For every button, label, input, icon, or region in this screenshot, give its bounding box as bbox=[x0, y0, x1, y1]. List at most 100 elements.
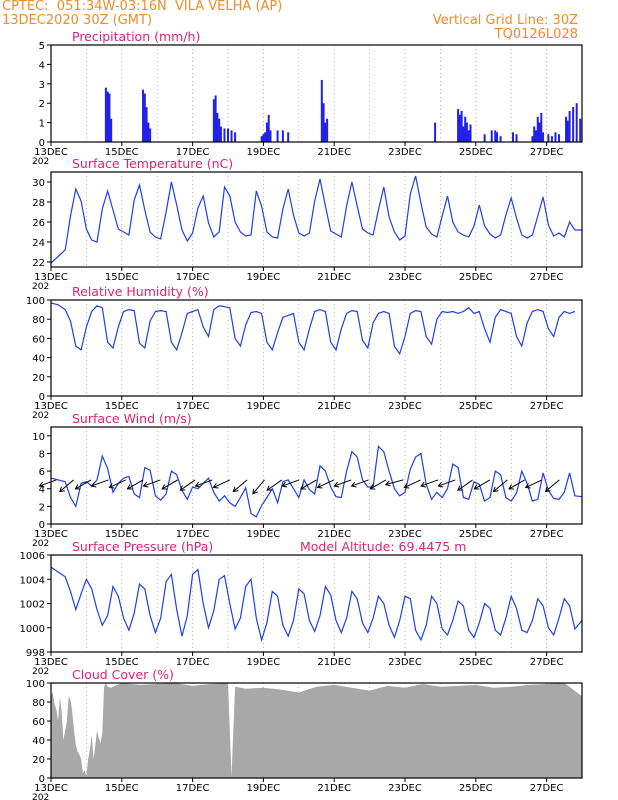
wind-arrow-shaft bbox=[213, 479, 230, 488]
y-tick-label: 2 bbox=[39, 99, 45, 110]
wind-arrow-shaft bbox=[233, 479, 248, 492]
wind-arrow-head bbox=[350, 481, 357, 488]
y-tick-label: 4 bbox=[39, 60, 45, 71]
x-tick-label: 27DEC bbox=[530, 657, 564, 668]
panel-frame bbox=[50, 44, 583, 143]
x-tick-label: 17DEC bbox=[176, 272, 210, 283]
x-tick-label: 21DEC bbox=[317, 272, 351, 283]
precip-bar bbox=[149, 128, 152, 142]
panel-frame bbox=[50, 299, 583, 397]
x-tick-label: 25DEC bbox=[459, 783, 493, 794]
x-tick-label: 23DEC bbox=[388, 272, 422, 283]
precip-bar bbox=[260, 136, 263, 142]
wind-arrow-shaft bbox=[420, 479, 439, 487]
precip-bar bbox=[276, 130, 279, 142]
precip-bar bbox=[234, 132, 237, 142]
series-line bbox=[50, 302, 576, 356]
x-tick-label: 23DEC bbox=[388, 147, 422, 158]
precip-bar bbox=[494, 130, 497, 142]
x-tick-label: 19DEC bbox=[247, 529, 281, 540]
y-tick-label: 80 bbox=[32, 698, 45, 709]
x-tick-label: 13DEC bbox=[34, 272, 68, 283]
y-tick-label: 60 bbox=[32, 717, 45, 728]
y-tick-label: 0 bbox=[39, 520, 45, 531]
wind-arrow-shaft bbox=[351, 479, 369, 487]
y-tick-label: 10 bbox=[32, 432, 45, 443]
wind-arrow-head bbox=[316, 483, 323, 489]
precip-bar bbox=[262, 134, 265, 142]
x-tick-label: 21DEC bbox=[317, 783, 351, 794]
precip-bar bbox=[434, 122, 437, 142]
precip-bar bbox=[579, 118, 582, 142]
precip-bar bbox=[467, 130, 470, 142]
series-line bbox=[50, 175, 582, 264]
x-tick-label: 15DEC bbox=[105, 529, 139, 540]
wind-arrow-head bbox=[74, 484, 81, 490]
wind-arrow-shaft bbox=[252, 479, 265, 495]
wind-arrow-shaft bbox=[75, 479, 92, 490]
wind-arrow-head bbox=[281, 481, 288, 488]
year-stub: 202 bbox=[32, 667, 49, 677]
wind-arrow-head bbox=[437, 481, 444, 488]
x-tick-label: 17DEC bbox=[176, 529, 210, 540]
year-stub: 202 bbox=[32, 793, 49, 800]
precip-bar bbox=[469, 124, 472, 142]
precip-bar bbox=[320, 79, 323, 142]
x-tick-label: 15DEC bbox=[105, 401, 139, 412]
x-tick-label: 25DEC bbox=[459, 272, 493, 283]
precip-bar bbox=[534, 130, 537, 142]
x-tick-label: 27DEC bbox=[530, 147, 564, 158]
wind-arrow-shaft bbox=[525, 479, 543, 488]
precip-bar bbox=[572, 107, 575, 142]
y-tick-label: 100 bbox=[26, 679, 45, 690]
wind-arrow-head bbox=[508, 484, 515, 490]
x-tick-label: 21DEC bbox=[317, 657, 351, 668]
wind-arrow-head bbox=[492, 486, 499, 493]
x-tick-label: 27DEC bbox=[530, 529, 564, 540]
year-stub: 202 bbox=[32, 282, 49, 292]
precip-bar bbox=[106, 91, 109, 142]
y-tick-label: 998 bbox=[26, 648, 45, 659]
precip-bar bbox=[533, 126, 536, 142]
y-tick-label: 80 bbox=[32, 315, 45, 326]
wind-arrow-shaft bbox=[195, 479, 213, 487]
precip-bar bbox=[538, 122, 541, 142]
precip-bar bbox=[550, 136, 553, 142]
y-tick-label: 4 bbox=[39, 485, 45, 496]
precip-bar bbox=[554, 132, 557, 142]
precip-bar bbox=[458, 114, 461, 142]
wind-arrow-head bbox=[544, 486, 551, 493]
x-tick-label: 17DEC bbox=[176, 401, 210, 412]
wind-arrow-shaft bbox=[282, 479, 300, 487]
wind-arrow-head bbox=[473, 484, 480, 490]
wind-arrow-head bbox=[142, 481, 149, 488]
run-header: 13DEC2020 30Z (GMT) bbox=[2, 13, 153, 28]
x-tick-label: 15DEC bbox=[105, 272, 139, 283]
wind-arrow-head bbox=[457, 485, 463, 491]
x-tick-label: 25DEC bbox=[459, 401, 493, 412]
precip-bar bbox=[462, 126, 465, 142]
x-tick-label: 19DEC bbox=[247, 401, 281, 412]
precip-bar bbox=[227, 128, 229, 142]
x-tick-label: 27DEC bbox=[530, 272, 564, 283]
wind-arrow-head bbox=[524, 483, 531, 489]
y-tick-label: 100 bbox=[26, 296, 45, 307]
y-tick-label: 1002 bbox=[20, 600, 45, 611]
y-tick-label: 0 bbox=[39, 392, 45, 403]
wind-arrow-head bbox=[420, 481, 427, 488]
x-tick-label: 19DEC bbox=[247, 783, 281, 794]
x-tick-label: 25DEC bbox=[459, 529, 493, 540]
wind-arrow-head bbox=[333, 481, 340, 488]
precip-bar bbox=[269, 130, 272, 142]
wind-arrow-head bbox=[90, 481, 97, 488]
wind-arrow-head bbox=[59, 486, 65, 493]
wind-arrow-head bbox=[179, 485, 186, 491]
precip-bar bbox=[214, 95, 217, 142]
x-tick-label: 13DEC bbox=[34, 401, 68, 412]
wind-arrow-shaft bbox=[317, 479, 335, 488]
wind-arrow-shaft bbox=[109, 479, 126, 488]
wind-arrow-shaft bbox=[59, 479, 74, 492]
wind-arrow-head bbox=[300, 484, 306, 490]
precip-bar bbox=[547, 134, 550, 142]
